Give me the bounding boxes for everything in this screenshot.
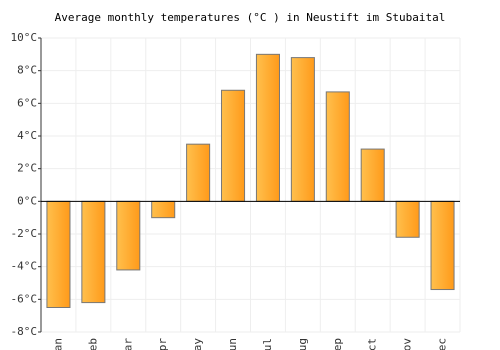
y-tick-label: 8°C	[17, 64, 37, 77]
x-tick-label: ar	[121, 338, 134, 350]
x-tick-label: un	[226, 338, 239, 350]
y-tick-label: 6°C	[17, 96, 37, 109]
x-tick-label: pr	[156, 338, 169, 350]
x-tick-label: ug	[296, 338, 309, 350]
bar	[221, 89, 246, 202]
y-tick-label: 10°C	[11, 31, 38, 44]
bar	[186, 143, 211, 202]
y-tick-label: -2°C	[11, 227, 38, 240]
x-tick-label: ov	[401, 338, 414, 350]
y-tick-label: -8°C	[11, 325, 38, 338]
bar	[151, 200, 176, 219]
y-tick-label: 0°C	[17, 194, 37, 207]
chart-title: Average monthly temperatures (°C ) in Ne…	[55, 11, 446, 24]
bar	[395, 200, 420, 238]
bar	[360, 148, 385, 202]
x-tick-label: ay	[191, 338, 204, 350]
bar	[81, 200, 106, 304]
bar	[255, 53, 280, 202]
x-tick-label: ep	[331, 338, 344, 350]
bar	[46, 200, 71, 308]
x-tick-label: an	[51, 338, 64, 350]
bar	[290, 57, 315, 202]
bar	[116, 200, 141, 271]
y-tick-label: 4°C	[17, 129, 37, 142]
y-tick-label: 2°C	[17, 162, 37, 175]
bar	[325, 91, 350, 202]
x-tick-label: ec	[436, 338, 449, 350]
x-tick-label: eb	[86, 338, 99, 350]
y-tick-label: -4°C	[11, 260, 38, 273]
x-tick-label: ct	[366, 338, 379, 350]
x-tick-label: ul	[261, 338, 274, 350]
y-tick-label: -6°C	[11, 292, 38, 305]
bar	[430, 200, 455, 291]
